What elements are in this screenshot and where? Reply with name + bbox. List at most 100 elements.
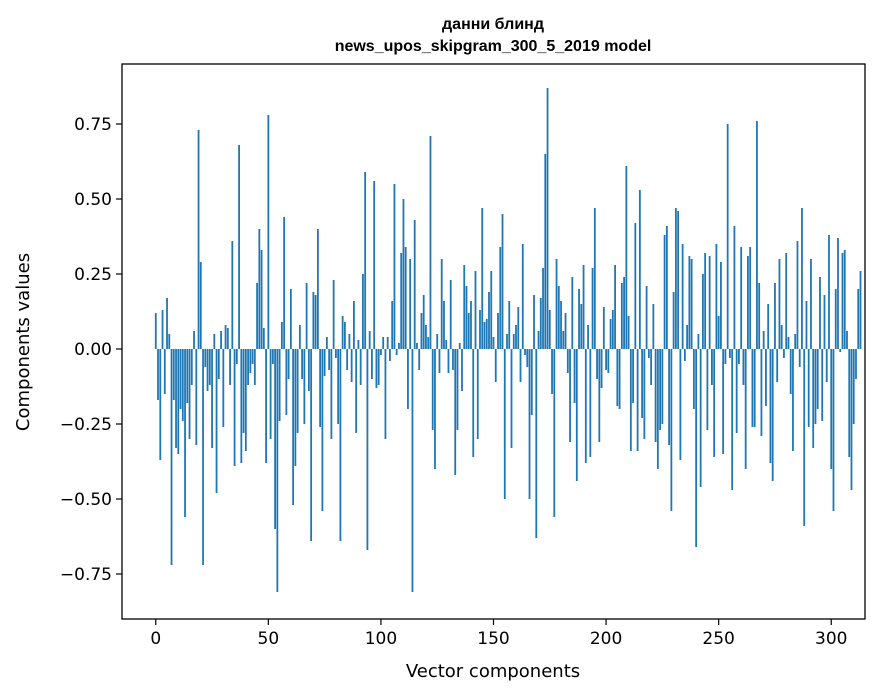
bar <box>636 349 639 451</box>
bar <box>258 229 261 349</box>
bar <box>704 253 707 349</box>
bar <box>384 349 387 439</box>
bar <box>580 304 583 349</box>
bar <box>197 130 200 349</box>
bar <box>323 349 326 376</box>
bar <box>422 295 425 349</box>
bar <box>449 280 452 349</box>
bar <box>262 328 265 349</box>
bar <box>184 349 186 517</box>
bar <box>828 235 830 349</box>
bar <box>312 292 315 349</box>
bar <box>488 292 490 349</box>
bar <box>596 349 598 379</box>
bar <box>463 265 466 349</box>
bar <box>213 334 216 349</box>
bar <box>454 349 457 475</box>
bar <box>199 262 202 349</box>
bar <box>747 256 749 349</box>
bar <box>510 349 513 448</box>
bar <box>555 259 558 349</box>
bar <box>285 349 288 415</box>
bar <box>443 301 445 349</box>
bar <box>769 349 772 463</box>
bar <box>677 211 680 349</box>
bar <box>740 247 743 349</box>
bar <box>267 115 270 349</box>
bar <box>711 349 713 385</box>
bar <box>701 274 704 349</box>
bar <box>663 235 666 349</box>
bar <box>605 349 607 370</box>
bar <box>380 349 382 355</box>
bar <box>656 349 659 469</box>
bar <box>645 286 648 349</box>
bar <box>310 349 313 541</box>
bar <box>839 349 842 352</box>
bar <box>751 349 754 427</box>
bar <box>452 349 454 370</box>
y-axis-label: Components values <box>13 253 34 431</box>
bar <box>859 271 862 349</box>
bar <box>256 283 258 349</box>
bar <box>834 289 837 349</box>
bar <box>785 253 788 349</box>
bar <box>416 343 418 349</box>
bar <box>738 349 740 364</box>
bar <box>377 349 380 385</box>
bar <box>316 229 319 349</box>
bar <box>771 349 774 481</box>
bar <box>217 349 220 379</box>
bar <box>382 337 385 349</box>
bar <box>190 349 193 385</box>
bar <box>758 283 761 349</box>
bar <box>821 349 824 421</box>
bar <box>589 349 592 457</box>
bar <box>481 208 484 349</box>
bar <box>492 337 495 349</box>
bar <box>418 349 421 370</box>
x-tick-label: 50 <box>258 629 280 649</box>
bar <box>816 349 819 409</box>
bar <box>672 292 675 349</box>
x-tick-label: 150 <box>477 629 509 649</box>
bar <box>181 349 184 421</box>
bar <box>548 310 551 349</box>
bar <box>244 349 247 451</box>
bar <box>569 349 571 442</box>
bar <box>686 325 689 349</box>
bar <box>429 136 432 349</box>
bar <box>325 337 328 349</box>
y-tick-label: −0.25 <box>60 415 112 435</box>
bar <box>564 313 567 349</box>
bar <box>819 277 821 349</box>
bar <box>688 256 691 349</box>
bar <box>229 349 231 385</box>
bar <box>812 349 815 448</box>
bar <box>515 325 517 349</box>
bar <box>557 286 560 349</box>
bar <box>231 241 234 349</box>
bar <box>226 328 229 349</box>
bar <box>760 349 763 436</box>
bar <box>855 349 857 379</box>
bar <box>798 349 801 367</box>
bar <box>650 349 653 385</box>
bar <box>846 331 848 349</box>
bar <box>447 349 450 373</box>
bar <box>204 349 207 367</box>
bar <box>395 349 398 355</box>
bar <box>652 304 655 349</box>
bar <box>278 349 281 421</box>
bar <box>483 322 486 349</box>
bar <box>497 313 499 349</box>
bar <box>222 349 225 427</box>
bar <box>193 331 195 349</box>
bar <box>724 349 727 364</box>
bar <box>260 250 263 349</box>
bar <box>530 349 533 415</box>
bar <box>350 349 353 382</box>
bar <box>733 226 736 349</box>
bar <box>413 220 416 349</box>
bar <box>699 349 702 487</box>
